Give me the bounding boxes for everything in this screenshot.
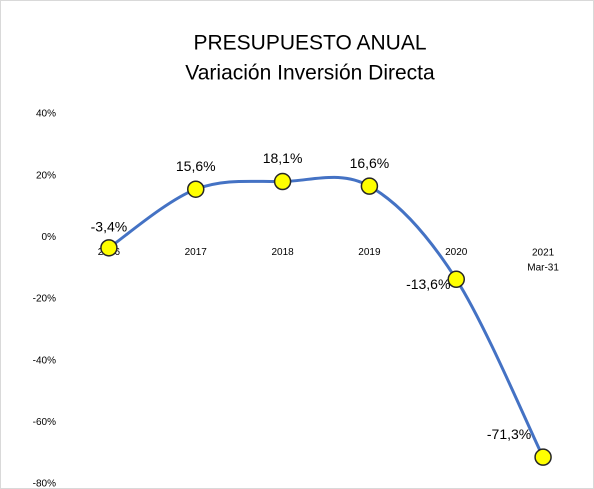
y-tick-label: -20% [33, 294, 56, 305]
data-label: 15,6% [176, 158, 216, 174]
marker [360, 177, 379, 195]
data-label: 18,1% [263, 150, 303, 166]
y-tick-label: 40% [36, 109, 56, 120]
marker [187, 180, 205, 198]
x-tick-label: 2017 [185, 247, 208, 258]
chart-subtitle: Variación Inversión Directa [185, 62, 435, 85]
chart-title: PRESUPUESTO ANUAL [193, 32, 426, 55]
data-label: -13,6% [406, 276, 450, 292]
y-tick-label: 20% [36, 170, 56, 181]
data-label: 16,6% [350, 155, 390, 171]
y-tick-label: -60% [33, 417, 56, 428]
marker [273, 172, 292, 191]
data-label: -3,4% [91, 219, 128, 235]
x-tick-label: 2019 [358, 247, 381, 258]
marker [100, 239, 118, 257]
x-tick-label: 2021 Mar-31 [527, 247, 559, 273]
x-tick-label: 2020 [445, 247, 468, 258]
y-tick-label: -40% [33, 355, 56, 366]
marker [534, 448, 552, 466]
y-tick-label: -80% [33, 479, 56, 489]
marker [447, 270, 465, 289]
y-tick-label: 0% [42, 232, 57, 243]
x-tick-label: 2018 [271, 247, 294, 258]
data-label: -71,3% [487, 426, 531, 442]
